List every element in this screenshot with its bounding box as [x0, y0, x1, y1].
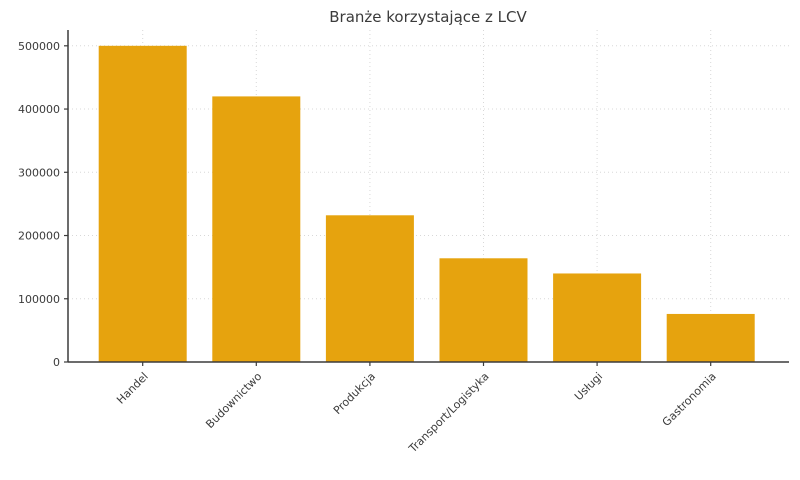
y-tick-label: 500000 — [18, 40, 60, 53]
x-tick-label: Produkcja — [331, 370, 378, 417]
bar-Handel — [98, 45, 187, 363]
chart-title: Branże korzystające z LCV — [329, 8, 527, 26]
x-tick-label: Gastronomia — [660, 370, 719, 429]
bar-Usługi — [553, 273, 642, 362]
bar-Budownictwo — [212, 96, 301, 363]
bar-Transport/Logistyka — [439, 258, 528, 362]
bar-Produkcja — [325, 215, 414, 362]
x-tick-label: Usługi — [572, 370, 605, 403]
bars — [98, 45, 755, 363]
x-tick-label: Budownictwo — [203, 370, 264, 431]
y-tick-label: 300000 — [18, 166, 60, 179]
x-tick-label: Handel — [114, 370, 151, 407]
y-tick-label: 200000 — [18, 230, 60, 243]
y-tick-label: 400000 — [18, 103, 60, 116]
y-tick-label: 100000 — [18, 293, 60, 306]
axes — [64, 30, 789, 366]
x-tick-label: Transport/Logistyka — [406, 370, 492, 456]
bar-Gastronomia — [666, 313, 755, 362]
y-tick-label: 0 — [53, 356, 60, 369]
